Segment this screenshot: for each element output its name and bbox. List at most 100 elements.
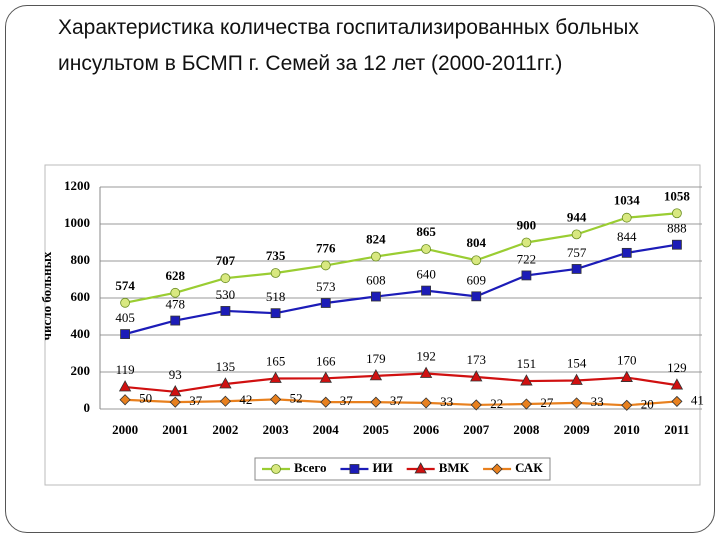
point bbox=[371, 291, 381, 302]
data-label: 1034 bbox=[614, 193, 641, 208]
legend-marker bbox=[491, 463, 503, 475]
point bbox=[471, 255, 482, 266]
data-label: 824 bbox=[366, 232, 386, 247]
point bbox=[370, 396, 382, 408]
point bbox=[320, 396, 332, 408]
y-tick-label: 800 bbox=[71, 252, 91, 267]
series-line bbox=[124, 372, 678, 393]
x-tick-label: 2004 bbox=[313, 422, 340, 437]
x-tick-label: 2007 bbox=[463, 422, 490, 437]
x-tick-label: 2010 bbox=[614, 422, 640, 437]
data-label: 574 bbox=[115, 278, 135, 293]
point bbox=[571, 229, 582, 240]
y-tick-label: 1000 bbox=[64, 215, 90, 230]
point bbox=[219, 395, 231, 407]
point bbox=[169, 396, 181, 408]
point bbox=[118, 380, 132, 392]
data-label: 165 bbox=[266, 353, 286, 368]
data-label: 154 bbox=[567, 355, 587, 370]
data-label: 722 bbox=[517, 251, 537, 266]
point bbox=[170, 315, 181, 326]
data-label: 173 bbox=[467, 352, 487, 367]
data-label: 93 bbox=[169, 367, 182, 382]
data-label: 1058 bbox=[664, 188, 691, 203]
point bbox=[570, 373, 583, 385]
point bbox=[670, 378, 684, 390]
point bbox=[470, 399, 482, 411]
point bbox=[621, 212, 632, 223]
y-axis-label: число больных bbox=[39, 251, 54, 340]
slide-title: Характеристика количества госпитализиров… bbox=[58, 16, 639, 75]
data-label: 888 bbox=[667, 221, 687, 236]
y-tick-label: 600 bbox=[71, 289, 91, 304]
point bbox=[219, 377, 232, 389]
data-label: 179 bbox=[366, 351, 386, 366]
point bbox=[672, 208, 682, 219]
data-label: 20 bbox=[641, 396, 654, 411]
point bbox=[269, 371, 282, 383]
point bbox=[621, 247, 632, 258]
point bbox=[319, 371, 332, 383]
point bbox=[520, 398, 532, 410]
legend-label: Всего bbox=[294, 460, 326, 475]
data-label: 151 bbox=[517, 356, 537, 371]
data-label: 735 bbox=[266, 248, 286, 263]
point bbox=[421, 244, 431, 254]
legend-box bbox=[254, 457, 551, 481]
data-label: 135 bbox=[216, 359, 236, 374]
point bbox=[320, 298, 331, 308]
data-label: 405 bbox=[115, 310, 135, 325]
point bbox=[421, 285, 431, 296]
point bbox=[220, 273, 231, 284]
x-tick-label: 2008 bbox=[513, 422, 540, 437]
point bbox=[672, 239, 682, 250]
point bbox=[369, 369, 383, 381]
data-label: 518 bbox=[266, 289, 286, 304]
data-label: 776 bbox=[316, 240, 336, 255]
data-label: 609 bbox=[467, 272, 487, 287]
point bbox=[220, 306, 231, 316]
legend-label: САК bbox=[515, 460, 543, 475]
x-tick-label: 2005 bbox=[363, 422, 390, 437]
x-tick-label: 2003 bbox=[263, 422, 290, 437]
point bbox=[521, 237, 532, 248]
data-label: 52 bbox=[290, 390, 303, 405]
x-tick-label: 2006 bbox=[413, 422, 440, 437]
chart-frame bbox=[44, 164, 701, 486]
x-tick-label: 2011 bbox=[664, 422, 689, 437]
point bbox=[371, 251, 381, 262]
data-label: 900 bbox=[517, 217, 537, 232]
series-line bbox=[124, 212, 678, 304]
point bbox=[320, 260, 331, 271]
data-label: 41 bbox=[691, 392, 704, 407]
point bbox=[119, 394, 131, 406]
point bbox=[120, 329, 130, 339]
data-label: 608 bbox=[366, 273, 386, 288]
data-label: 33 bbox=[440, 394, 453, 409]
data-label: 707 bbox=[216, 253, 236, 268]
point bbox=[471, 291, 482, 302]
point bbox=[270, 308, 281, 319]
data-label: 37 bbox=[189, 393, 203, 408]
data-label: 170 bbox=[617, 353, 637, 368]
data-label: 865 bbox=[416, 224, 436, 239]
point bbox=[620, 370, 633, 382]
point bbox=[521, 270, 532, 281]
data-label: 50 bbox=[139, 391, 152, 406]
point bbox=[169, 384, 182, 397]
legend-label: ВМК bbox=[439, 460, 470, 475]
point bbox=[120, 297, 130, 308]
data-label: 804 bbox=[467, 235, 487, 250]
y-tick-label: 1200 bbox=[64, 178, 90, 193]
x-tick-label: 2002 bbox=[212, 422, 238, 437]
data-label: 119 bbox=[116, 362, 135, 377]
y-tick-label: 200 bbox=[71, 363, 91, 378]
legend-marker bbox=[271, 464, 281, 474]
data-label: 757 bbox=[567, 245, 587, 260]
data-label: 166 bbox=[316, 353, 336, 368]
point bbox=[520, 374, 533, 386]
legend-marker bbox=[349, 464, 360, 474]
data-label: 478 bbox=[166, 297, 186, 312]
y-tick-label: 400 bbox=[71, 326, 91, 341]
